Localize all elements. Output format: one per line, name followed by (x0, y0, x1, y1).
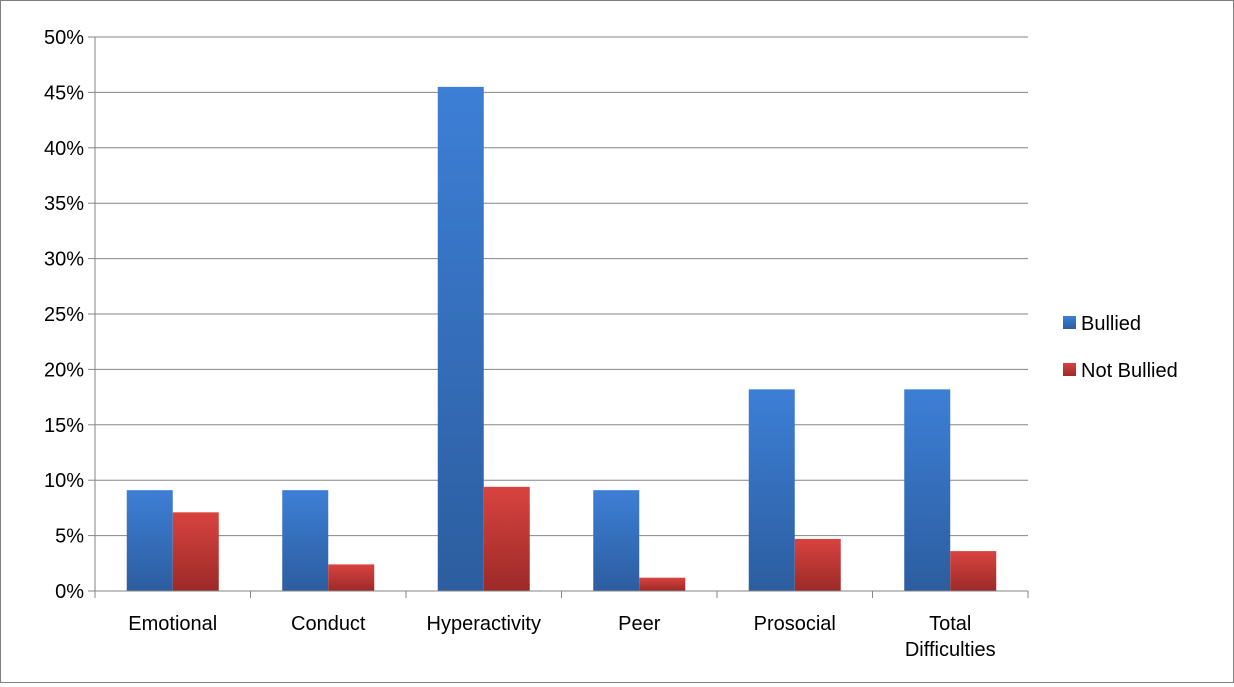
bar-bullied-emotional (126, 490, 173, 591)
y-tick-labels: 0% 5% 10% 15% 20% 25% 30% 35% 40% 45% 50% (44, 27, 84, 603)
bar-not-bullied-peer (639, 577, 686, 591)
legend-label-bullied: Bullied (1081, 313, 1141, 335)
y-tick-label: 30% (44, 249, 84, 271)
y-tick-label: 25% (44, 304, 84, 326)
x-tick-label: Conduct (291, 613, 366, 635)
bars (126, 86, 997, 592)
bar-not-bullied-conduct (328, 564, 375, 591)
bar-bullied-conduct (282, 490, 329, 591)
y-tick-label: 20% (44, 359, 84, 381)
legend: Bullied Not Bullied (1063, 313, 1178, 382)
x-tick-label: Total (929, 613, 971, 635)
bar-not-bullied-emotional (172, 512, 219, 591)
x-tick-label: Difficulties (905, 639, 996, 661)
x-tick-label: Hyperactivity (427, 613, 541, 635)
legend-swatch-bullied (1063, 316, 1076, 329)
y-tick-label: 5% (55, 526, 84, 548)
bar-bullied-total-difficulties (904, 389, 951, 591)
x-tick-label: Peer (618, 613, 661, 635)
bar-bullied-peer (593, 490, 640, 591)
legend-label-not-bullied: Not Bullied (1081, 360, 1178, 382)
x-tick-labels: Emotional Conduct Hyperactivity Peer Prosoci… (128, 613, 995, 661)
y-tick-label: 45% (44, 82, 84, 104)
y-tick-label: 10% (44, 470, 84, 492)
gridlines (95, 36, 1028, 537)
y-tick-label: 35% (44, 193, 84, 215)
bar-bullied-prosocial (748, 389, 795, 591)
bar-not-bullied-prosocial (794, 538, 841, 591)
x-tick-label: Prosocial (754, 613, 836, 635)
x-tick-label: Emotional (128, 613, 217, 635)
y-tick-label: 40% (44, 138, 84, 160)
bar-not-bullied-total-difficulties (950, 551, 997, 591)
y-tick-label: 0% (55, 581, 84, 603)
bar-bullied-hyperactivity (437, 86, 484, 592)
bar-not-bullied-hyperactivity (483, 486, 530, 591)
legend-swatch-not-bullied (1063, 363, 1076, 376)
y-tick-label: 50% (44, 27, 84, 49)
y-tick-label: 15% (44, 415, 84, 437)
axes (88, 36, 1029, 598)
